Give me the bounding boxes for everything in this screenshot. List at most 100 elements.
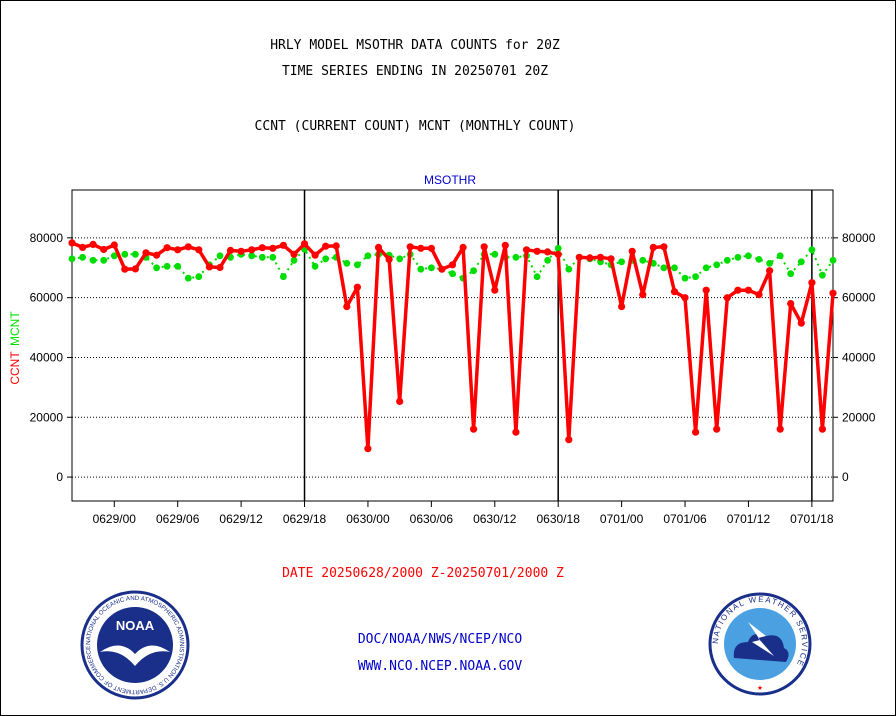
data-point-ccnt <box>216 263 224 272</box>
noaa-logo-text: NOAA <box>116 618 155 633</box>
data-point-mcnt <box>343 259 351 267</box>
data-point-ccnt <box>565 436 573 444</box>
data-point-ccnt <box>501 241 509 249</box>
nws-logo: ★ NATIONAL WEATHER SERVICE <box>708 592 812 696</box>
data-point-mcnt <box>554 244 562 252</box>
lightning-icon <box>748 622 774 656</box>
data-point-ccnt <box>184 243 192 251</box>
noaa-logo: NOAA NATIONAL OCEANIC AND ATMOSPHERIC AD… <box>80 590 190 700</box>
data-point-mcnt <box>702 264 710 272</box>
data-point-ccnt <box>89 240 97 248</box>
data-point-ccnt <box>195 246 203 254</box>
cloud-icon <box>733 634 789 662</box>
data-point-ccnt <box>818 425 827 433</box>
data-point-mcnt <box>533 273 541 281</box>
data-point-mcnt <box>723 256 731 264</box>
data-point-mcnt <box>163 262 171 270</box>
data-point-ccnt <box>248 246 256 254</box>
data-point-mcnt <box>79 253 86 261</box>
data-point-ccnt <box>353 283 361 291</box>
data-point-ccnt <box>808 279 816 287</box>
data-point-mcnt <box>639 256 647 264</box>
seagull-icon <box>100 645 170 666</box>
date-range: DATE 20250628/2000 Z-20250701/2000 Z <box>282 566 564 581</box>
x-tick-label: 0630/00 <box>346 512 390 526</box>
data-point-ccnt <box>427 244 435 252</box>
data-point-ccnt <box>322 242 330 250</box>
data-point-mcnt <box>787 270 795 278</box>
data-point-ccnt <box>596 253 605 261</box>
data-point-ccnt <box>702 286 710 294</box>
series-layer <box>68 239 837 453</box>
data-point-ccnt <box>163 244 171 252</box>
data-point-ccnt <box>829 289 837 297</box>
data-point-mcnt <box>280 273 287 281</box>
data-point-ccnt <box>448 261 457 269</box>
data-point-mcnt <box>364 252 372 260</box>
data-point-ccnt <box>660 243 668 251</box>
data-point-ccnt <box>396 397 404 405</box>
data-point-ccnt <box>533 247 541 255</box>
data-point-mcnt <box>734 253 742 261</box>
data-point-ccnt <box>522 246 531 254</box>
data-point-ccnt <box>575 253 583 261</box>
plot-title: MSOTHR <box>424 173 476 187</box>
data-point-ccnt <box>797 319 805 327</box>
data-point-ccnt <box>100 245 108 254</box>
data-point-ccnt <box>110 241 118 249</box>
data-point-mcnt <box>565 265 573 273</box>
data-point-ccnt <box>121 265 129 273</box>
x-tick-label: 0630/18 <box>536 512 580 526</box>
data-point-ccnt <box>174 246 182 254</box>
data-point-mcnt <box>829 256 837 264</box>
data-point-ccnt <box>79 243 87 251</box>
data-point-ccnt <box>269 244 277 252</box>
x-tick-label: 0630/12 <box>473 512 517 526</box>
data-point-mcnt <box>354 261 361 269</box>
data-point-mcnt <box>766 259 773 267</box>
website-link[interactable]: WWW.NCO.NCEP.NOAA.GOV <box>357 659 523 674</box>
data-point-mcnt <box>692 273 699 281</box>
data-point-ccnt <box>649 243 657 251</box>
grid-lines <box>72 237 833 478</box>
chart-title: HRLY MODEL MSOTHR DATA COUNTS for 20Z <box>270 38 560 53</box>
chart-title-line2: TIME SERIES ENDING IN 20250701 20Z <box>281 64 549 79</box>
tick-labels: 0 0 20000 20000 40000 40000 60000 60000 80000 800… <box>30 231 876 526</box>
data-point-ccnt <box>512 428 520 436</box>
data-point-mcnt <box>184 274 192 282</box>
data-point-mcnt <box>491 250 499 258</box>
data-point-mcnt <box>755 256 763 263</box>
data-point-ccnt <box>438 265 446 273</box>
data-point-ccnt <box>237 247 245 255</box>
x-tick-label: 0629/06 <box>156 512 200 526</box>
y-axis-label: CCNT..MCNT <box>8 311 22 385</box>
y-tick-label: 40000 <box>30 350 64 364</box>
y-tick-label: 20000 <box>30 410 64 424</box>
y-tick-label: 60000 <box>842 291 876 305</box>
data-point-mcnt <box>396 255 404 263</box>
data-point-ccnt <box>364 445 372 453</box>
data-point-mcnt <box>671 264 678 272</box>
data-point-ccnt <box>142 249 150 257</box>
data-point-mcnt <box>258 253 266 261</box>
data-point-ccnt <box>776 425 784 433</box>
chart-subtitle: CCNT (CURRENT COUNT) MCNT (MONTHLY COUNT… <box>254 119 576 134</box>
data-point-mcnt <box>797 258 805 266</box>
data-point-ccnt <box>131 265 139 273</box>
data-point-ccnt <box>459 243 467 251</box>
data-point-ccnt <box>692 428 700 436</box>
x-tick-label: 0701/00 <box>600 512 644 526</box>
data-point-ccnt <box>374 243 383 251</box>
data-point-mcnt <box>776 252 784 260</box>
data-point-ccnt <box>406 243 414 251</box>
data-point-mcnt <box>290 256 298 264</box>
data-point-mcnt <box>110 252 118 260</box>
plot-frame <box>71 189 834 502</box>
data-point-ccnt <box>723 294 731 302</box>
data-point-mcnt <box>311 262 319 270</box>
data-point-mcnt <box>470 267 477 275</box>
data-point-ccnt <box>734 286 742 294</box>
data-point-mcnt <box>100 256 108 264</box>
data-point-mcnt <box>269 253 277 261</box>
data-point-mcnt <box>428 264 435 272</box>
